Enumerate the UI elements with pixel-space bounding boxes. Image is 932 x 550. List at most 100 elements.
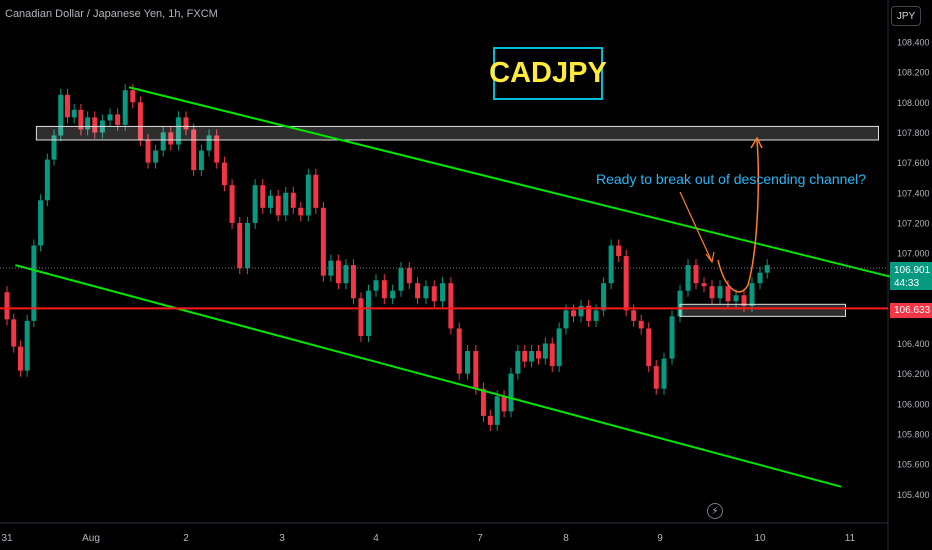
candle <box>260 179 266 214</box>
candle <box>764 259 770 279</box>
time-tick-label: 9 <box>657 533 663 544</box>
time-tick-label: 7 <box>477 533 483 544</box>
candle-body <box>283 192 289 216</box>
candle-body <box>608 245 614 284</box>
candle <box>24 314 30 377</box>
time-tick-label: 4 <box>373 533 379 544</box>
candle-body <box>535 351 541 359</box>
candle-body <box>51 135 57 160</box>
candle-body <box>661 358 667 389</box>
candle-body <box>646 328 652 367</box>
candle <box>522 345 528 368</box>
candle <box>44 153 50 207</box>
candle <box>191 123 197 177</box>
candle <box>423 280 429 305</box>
candle-body <box>64 94 70 118</box>
candle <box>381 274 387 305</box>
candle <box>456 322 462 380</box>
price-tick-label: 107.600 <box>897 158 930 168</box>
support-price-label: 106.633 <box>890 303 932 318</box>
candle-body <box>198 150 204 171</box>
candle <box>290 186 296 214</box>
candle <box>494 390 500 431</box>
candle <box>283 186 289 222</box>
candle <box>107 108 113 127</box>
candle <box>206 129 212 157</box>
candle <box>38 194 44 252</box>
candle-body <box>221 162 227 186</box>
candle <box>71 103 77 124</box>
candle <box>4 286 10 326</box>
candle <box>244 216 250 275</box>
time-axis: 31 Aug 2 3 4 7 8 9 10 11 <box>1 533 855 544</box>
candle <box>653 360 659 395</box>
candle-body <box>44 159 50 201</box>
candle-body <box>757 272 763 284</box>
bar-countdown: 44:33 <box>894 278 920 289</box>
candle-body <box>71 109 77 118</box>
candle <box>221 156 227 192</box>
candle <box>92 111 98 139</box>
candle-body <box>237 222 243 269</box>
candle-body <box>17 346 23 371</box>
zone-rect <box>679 303 846 317</box>
candle <box>661 352 667 395</box>
candle-body <box>415 283 421 299</box>
candle <box>415 277 421 305</box>
candle-body <box>130 90 136 103</box>
candle-body <box>260 185 266 208</box>
candle-body <box>290 192 296 208</box>
candle-body <box>733 295 739 302</box>
time-tick-label: 3 <box>279 533 285 544</box>
candle <box>586 299 592 327</box>
candle-body <box>556 328 562 367</box>
candle-body <box>191 129 197 171</box>
candle-body <box>448 283 454 329</box>
candle-body <box>423 286 429 299</box>
candle <box>373 274 379 297</box>
candle-body <box>725 286 731 302</box>
candle-body <box>4 292 10 320</box>
candle-body <box>685 265 691 291</box>
candle-body <box>749 283 755 306</box>
candle <box>390 284 396 305</box>
zone-rect <box>35 125 879 141</box>
candle-body <box>709 286 715 299</box>
candle-body <box>24 320 30 371</box>
candle <box>515 345 521 380</box>
candle-body <box>431 286 437 302</box>
candle-body <box>320 207 326 276</box>
candle <box>487 409 493 431</box>
candle <box>365 284 371 342</box>
candle <box>440 277 446 308</box>
candle-body <box>578 305 584 317</box>
bolt-icon[interactable]: ⚡ <box>707 503 723 519</box>
candle <box>17 340 23 377</box>
candle-body <box>214 135 220 163</box>
candle-body <box>358 298 364 336</box>
candle-body <box>31 245 37 321</box>
candle-layer <box>4 84 770 431</box>
candle-body <box>350 265 356 299</box>
channel-lower-line <box>15 264 842 488</box>
candle-body <box>365 290 371 336</box>
candle <box>275 189 281 222</box>
price-tick-label: 105.600 <box>897 460 930 470</box>
candle <box>717 280 723 305</box>
candle <box>529 345 535 368</box>
candle-body <box>571 310 577 317</box>
candle <box>350 259 356 305</box>
candle <box>757 266 763 290</box>
candle <box>406 262 412 290</box>
candle <box>85 111 91 136</box>
candle-body <box>693 265 699 284</box>
price-tick-label: 108.400 <box>897 38 930 48</box>
price-tick-label: 107.200 <box>897 218 930 228</box>
candle-body <box>267 195 273 208</box>
currency-button[interactable]: JPY <box>891 6 921 26</box>
candle <box>608 239 614 290</box>
candle <box>556 322 562 373</box>
grid-layer <box>0 0 889 550</box>
time-tick-label: 2 <box>183 533 189 544</box>
